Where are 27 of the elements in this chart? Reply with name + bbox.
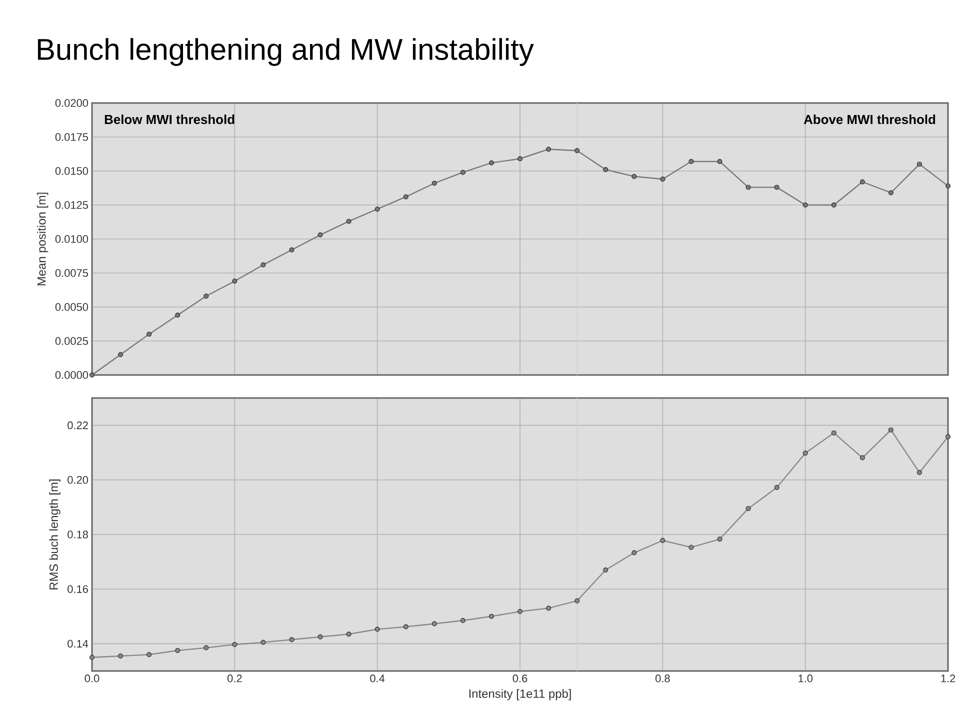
- y-tick-label: 0.0150: [55, 167, 88, 175]
- y-axis-title: Mean position [m]: [36, 192, 48, 286]
- x-axis-title: Intensity [1e11 ppb]: [469, 689, 571, 700]
- y-tick-label: 0.0125: [55, 201, 88, 209]
- y-tick-label: 0.20: [68, 476, 88, 484]
- y-tick-label: 0.0200: [55, 99, 88, 107]
- y-tick-label: 0.0075: [55, 269, 88, 277]
- y-tick-label: 0.0175: [55, 133, 88, 141]
- y-tick-label: 0.18: [68, 530, 88, 538]
- x-tick-label: 1.2: [941, 674, 956, 682]
- y-tick-label: 0.14: [68, 640, 88, 648]
- y-tick-label: 0.22: [68, 421, 88, 430]
- y-tick-label: 0.16: [68, 585, 88, 593]
- x-tick-label: 0.2: [227, 674, 242, 682]
- y-axis-title: RMS buch length [m]: [49, 480, 60, 590]
- annotation: Above MWI threshold: [804, 114, 936, 124]
- y-tick-label: 0.0100: [55, 235, 88, 243]
- y-tick-label: 0.0000: [55, 371, 88, 379]
- y-tick-label: 0.0050: [55, 303, 88, 311]
- x-tick-label: 0.8: [655, 674, 670, 682]
- y-tick-label: 0.0025: [55, 337, 88, 345]
- x-tick-label: 0.6: [512, 674, 528, 682]
- annotation: Below MWI threshold: [104, 114, 234, 124]
- x-tick-label: 0.4: [370, 674, 385, 682]
- x-tick-label: 0.0: [84, 674, 100, 682]
- x-tick-label: 1.0: [798, 674, 813, 682]
- chart-title: Bunch lengthening and MW instability: [38, 38, 534, 66]
